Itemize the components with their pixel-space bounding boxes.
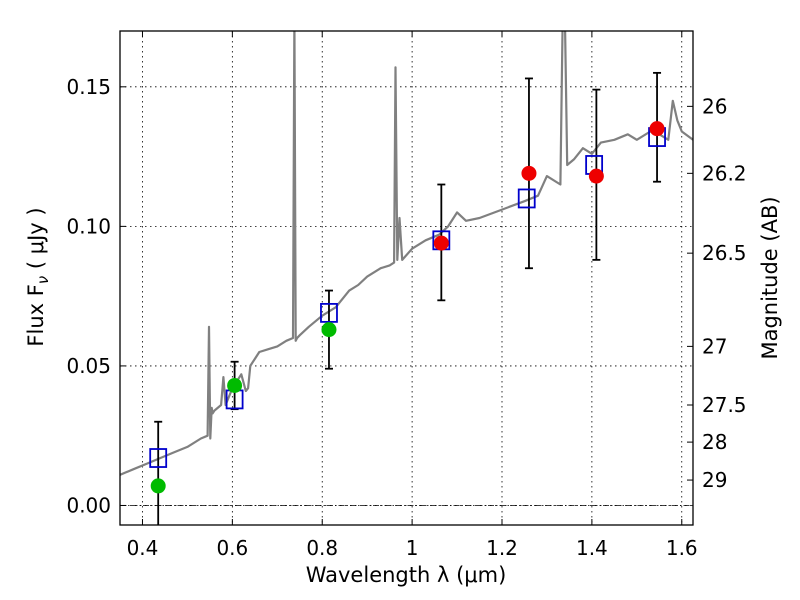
model-photometry-square [320, 302, 338, 323]
observed-point-red [433, 235, 449, 251]
observed-point-red [521, 165, 537, 181]
y-tick-label: 0.05 [66, 354, 111, 378]
y2-tick-label: 28 [702, 430, 727, 454]
x-tick-label: 1.2 [486, 536, 518, 560]
observed-point-green [227, 377, 243, 393]
x-tick-label: 0.6 [216, 536, 248, 560]
x-tick-label: 0.4 [127, 536, 159, 560]
y2-tick-label: 26.5 [702, 241, 747, 265]
y2-tick-label: 26.2 [702, 161, 747, 185]
plot-frame [119, 30, 694, 526]
y2-tick-label: 27.5 [702, 393, 747, 417]
spectrum-line [120, 31, 693, 476]
x-tick-label: 1.4 [576, 536, 608, 560]
observed-point-green [321, 322, 337, 338]
y2-tick-label: 26 [702, 94, 727, 118]
y-axis-label-sub: ν [34, 276, 52, 284]
observed-point-green [150, 478, 166, 494]
x-tick-label: 0.8 [306, 536, 338, 560]
observed-point-red [588, 168, 604, 184]
x-tick-label: 1 [406, 536, 419, 560]
observed-point-red [649, 121, 665, 137]
y-tick-label: 0.10 [66, 214, 111, 238]
model-photometry-square [149, 448, 168, 468]
series-layer [120, 31, 693, 525]
y-axis-label-main: Flux F [24, 284, 48, 346]
model-photometry-square [517, 188, 536, 209]
y-tick-label: 0.00 [66, 493, 111, 517]
y-axis-label: Flux Fν ( μJy ) [24, 207, 52, 346]
y-axis-label-unit: ( μJy ) [24, 207, 48, 275]
y2-axis-label: Magnitude (AB) [758, 196, 782, 359]
x-tick-label: 1.6 [666, 536, 698, 560]
y-tick-label: 0.15 [66, 75, 111, 99]
x-axis-label: Wavelength λ (μm) [306, 563, 507, 587]
y2-tick-label: 27 [702, 334, 727, 358]
axis-ticks: 0.4 0.6 0.8 1 1.2 1.4 1.6 0.00 0.05 0.10 0.15 26 26.… [66, 31, 747, 560]
y2-tick-label: 29 [702, 468, 727, 492]
